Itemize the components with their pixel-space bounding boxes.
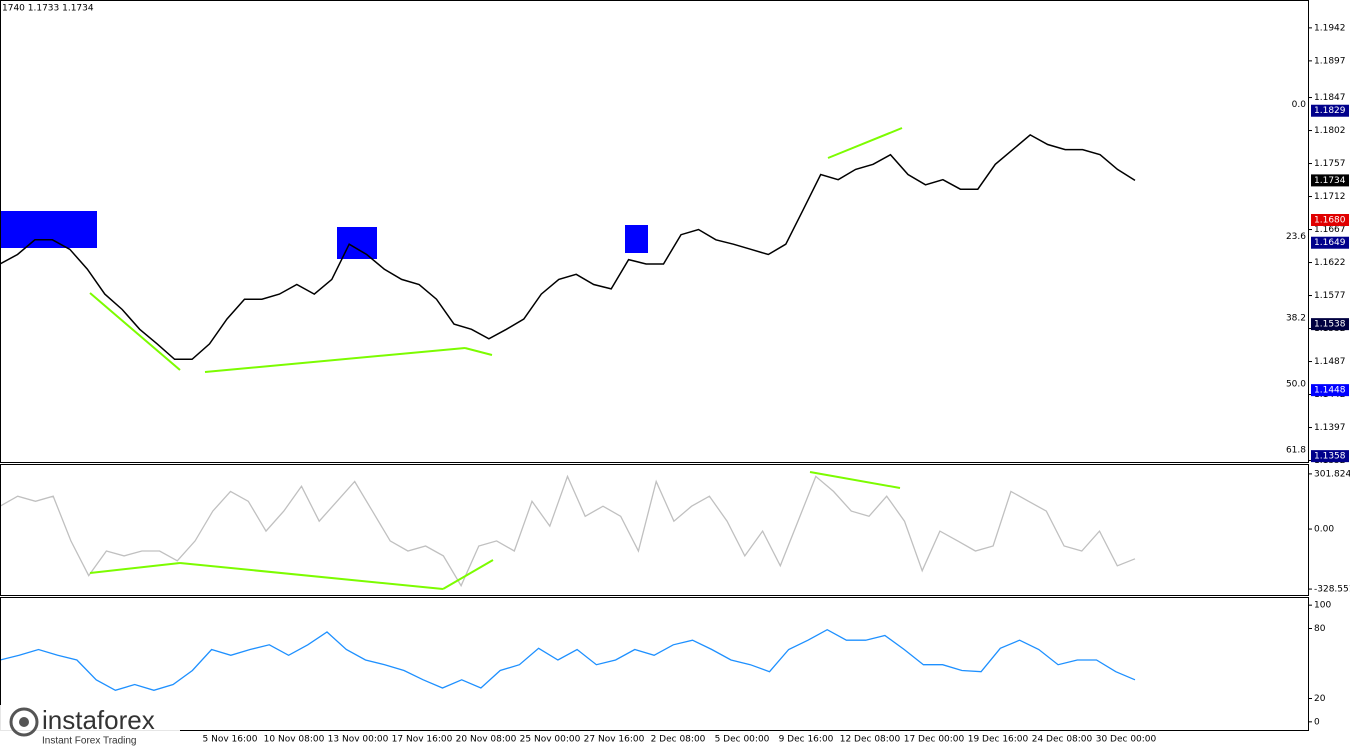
y-tick-label: 1.1712 (1314, 192, 1346, 202)
zone-box (0, 211, 97, 248)
y-tick-label: 301.8242 (1314, 469, 1350, 479)
series-line (0, 474, 1136, 588)
y-tick-label: 1.1802 (1314, 126, 1346, 136)
x-tick-label: 9 Dec 16:00 (779, 735, 834, 745)
x-tick-label: 10 Nov 08:00 (264, 735, 325, 745)
price-badge (1311, 318, 1349, 331)
y-tick-label: 1.1847 (1314, 93, 1346, 103)
fib-label: 50.0 (1286, 380, 1306, 390)
y-tick-label: 0.00 (1314, 525, 1334, 535)
fib-label: 61.8 (1286, 446, 1306, 456)
series-line (0, 133, 1136, 361)
y-tick-label: 1.1897 (1314, 56, 1346, 66)
x-tick-label: 5 Nov 16:00 (203, 735, 258, 745)
y-tick-label: 1.1622 (1314, 258, 1346, 268)
logo: instaforex Instant Forex Trading (0, 705, 180, 750)
x-tick-label: 12 Dec 08:00 (840, 735, 901, 745)
header-quote: 1740 1.1733 1.1734 (2, 4, 94, 14)
current-price-label: 1.1734 (1314, 176, 1346, 186)
divergence-line (89, 562, 181, 574)
y-tick-label: 100 (1314, 601, 1331, 611)
divergence-line (442, 559, 494, 590)
divergence-line (179, 562, 444, 590)
x-tick-label: 25 Nov 00:00 (520, 735, 581, 745)
fib-label: 0.0 (1292, 100, 1307, 110)
logo-tagline: Instant Forex Trading (42, 736, 137, 747)
divergence-line (827, 127, 903, 159)
current-price-badge (1311, 174, 1349, 187)
y-tick-label: 1.1757 (1314, 159, 1346, 169)
logo-bg (0, 705, 180, 750)
y-tick-label: -328.5517 (1314, 585, 1350, 595)
x-tick-label: 27 Nov 16:00 (584, 735, 645, 745)
price-badge-label: 1.1649 (1314, 238, 1346, 248)
panel-border (0, 597, 1309, 731)
price-badge (1311, 214, 1349, 226)
y-tick-label: 20 (1314, 694, 1326, 704)
x-tick-label: 30 Dec 00:00 (1096, 735, 1157, 745)
fib-label: 38.2 (1286, 314, 1306, 324)
price-badge (1311, 104, 1349, 117)
x-tick-label: 17 Nov 16:00 (392, 735, 453, 745)
price-badge-label: 1.1448 (1314, 386, 1346, 396)
price-badge (1311, 236, 1349, 249)
x-tick-label: 20 Nov 08:00 (456, 735, 517, 745)
x-tick-label: 13 Nov 00:00 (328, 735, 389, 745)
panel-border (0, 464, 1309, 596)
fib-label: 23.6 (1286, 232, 1306, 242)
x-tick-label: 5 Dec 00:00 (715, 735, 770, 745)
price-badge (1311, 384, 1349, 397)
zone-box (625, 225, 648, 253)
divergence-line (464, 347, 493, 356)
price-badge-label: 1.1358 (1314, 452, 1346, 462)
series-line (0, 628, 1136, 692)
y-tick-label: 80 (1314, 624, 1326, 634)
x-tick-label: 17 Dec 00:00 (904, 735, 965, 745)
price-badge-label: 1.1538 (1314, 320, 1346, 330)
y-tick-label: 1.1667 (1314, 225, 1346, 235)
logo-icon (19, 717, 29, 727)
y-tick-label: 1.1942 (1314, 23, 1346, 33)
divergence-lines (89, 127, 903, 590)
price-badge-label: 1.1680 (1314, 216, 1346, 226)
logo-icon (9, 707, 39, 737)
divergence-line (204, 347, 466, 373)
y-tick-label: 1.1577 (1314, 291, 1346, 301)
y-tick-label: 1.1487 (1314, 357, 1346, 367)
x-tick-label: 24 Dec 08:00 (1032, 735, 1093, 745)
logo-name: instaforex (42, 705, 155, 735)
y-tick-label: 0 (1314, 717, 1320, 727)
x-tick-label: 2 Dec 08:00 (651, 735, 706, 745)
y-tick-label: 1.1397 (1314, 423, 1346, 433)
zone-box (337, 227, 377, 259)
price-badge-label: 1.1829 (1314, 106, 1346, 116)
x-tick-label: 19 Dec 16:00 (968, 735, 1029, 745)
divergence-line (809, 471, 901, 489)
price-badge (1311, 450, 1349, 463)
divergence-line (89, 292, 181, 371)
panel-border (0, 0, 1309, 463)
